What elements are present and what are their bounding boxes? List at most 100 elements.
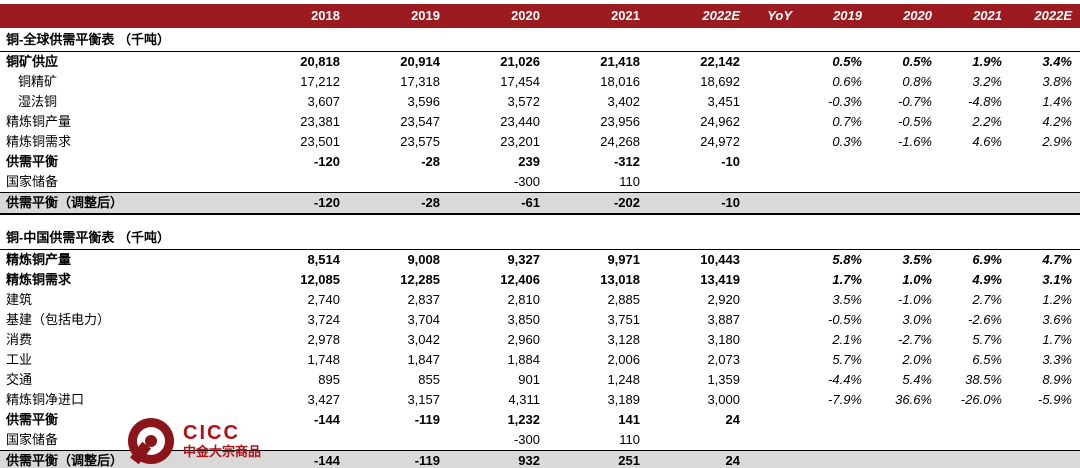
yoy-cell: [800, 152, 870, 172]
yoy-cell: [1010, 450, 1080, 468]
value-cell: 9,971: [607, 252, 640, 267]
yoy-cell: 8.9%: [1042, 372, 1072, 387]
yoy-cell: 3.3%: [1042, 352, 1072, 367]
table-row: 精炼铜产量 23,381 23,547 23,440 23,956 24,962 0.7% -…: [0, 112, 1080, 132]
value-cell: -119: [348, 450, 448, 468]
yoy-gap-cell: [748, 390, 800, 410]
yoy-cell: 2.9%: [1042, 134, 1072, 149]
yoy-cell: [870, 152, 940, 172]
value-cell: -28: [348, 192, 448, 215]
value-cell: 21,418: [600, 54, 640, 69]
value-cell: 9,327: [507, 252, 540, 267]
value-cell: 3,157: [407, 392, 440, 407]
yoy-cell: [870, 410, 940, 430]
value-cell: 3,402: [607, 94, 640, 109]
yoy-gap-cell: [748, 132, 800, 152]
header-yoy-label: YoY: [748, 4, 800, 28]
yoy-cell: [870, 430, 940, 451]
yoy-cell: 3.2%: [972, 74, 1002, 89]
value-cell: [648, 172, 748, 193]
yoy-cell: 6.5%: [972, 352, 1002, 367]
yoy-gap-cell: [748, 192, 800, 215]
value-cell: -312: [613, 154, 640, 169]
value-cell: 24: [725, 412, 740, 427]
row-label: 国家储备: [6, 174, 59, 189]
value-cell: 24,972: [700, 134, 740, 149]
yoy-cell: -0.7%: [898, 94, 932, 109]
header-yoy-year-2021: 2021: [940, 4, 1010, 28]
yoy-gap-cell: [748, 290, 800, 310]
yoy-cell: -0.5%: [828, 312, 862, 327]
value-cell: 2,810: [507, 292, 540, 307]
yoy-cell: -1.0%: [898, 292, 932, 307]
value-cell: 23,956: [600, 114, 640, 129]
table-row: 基建（包括电力） 3,724 3,704 3,850 3,751 3,887 -0.5% 3.…: [0, 310, 1080, 330]
value-cell: 12,285: [400, 272, 440, 287]
table-row: 消费 2,978 3,042 2,960 3,128 3,180 2.1% -2.7% 5.7%…: [0, 330, 1080, 350]
value-cell: 3,180: [707, 332, 740, 347]
value-cell: [348, 172, 448, 193]
value-cell: 17,454: [500, 74, 540, 89]
yoy-cell: 5.7%: [832, 352, 862, 367]
yoy-cell: -1.6%: [898, 134, 932, 149]
value-cell: 1,359: [707, 372, 740, 387]
yoy-cell: [1010, 152, 1080, 172]
value-cell: [248, 172, 348, 193]
logo-mark-gap: [130, 441, 151, 465]
yoy-cell: 1.9%: [972, 54, 1002, 69]
value-cell: 2,073: [707, 352, 740, 367]
row-label: 消费: [6, 332, 33, 347]
yoy-cell: 1.4%: [1042, 94, 1072, 109]
yoy-gap-cell: [748, 450, 800, 468]
yoy-cell: -2.6%: [968, 312, 1002, 327]
table-row: 国家储备 -300 110: [0, 172, 1080, 193]
value-cell: 2,837: [407, 292, 440, 307]
value-cell: 17,318: [400, 74, 440, 89]
yoy-cell: [1010, 172, 1080, 193]
header-yoy-year-2020: 2020: [870, 4, 940, 28]
value-cell: 13,018: [600, 272, 640, 287]
yoy-cell: -26.0%: [960, 392, 1002, 407]
yoy-cell: 4.7%: [1042, 252, 1072, 267]
value-cell: 20,914: [400, 54, 440, 69]
yoy-cell: [940, 172, 1010, 193]
yoy-gap-cell: [748, 152, 800, 172]
yoy-cell: [800, 450, 870, 468]
table-row: 供需平衡 -144 -119 1,232 141 24: [0, 410, 1080, 430]
value-cell: 2,006: [607, 352, 640, 367]
value-cell: 3,572: [507, 94, 540, 109]
value-cell: 1,748: [307, 352, 340, 367]
table-row: 工业 1,748 1,847 1,884 2,006 2,073 5.7% 2.0% 6.5% 3…: [0, 350, 1080, 370]
yoy-cell: -7.9%: [828, 392, 862, 407]
value-cell: 3,000: [707, 392, 740, 407]
row-label: 精炼铜需求: [6, 134, 72, 149]
yoy-gap-cell: [748, 330, 800, 350]
yoy-cell: 2.1%: [832, 332, 862, 347]
table-body: 铜-全球供需平衡表 （千吨） 铜矿供应 20,818 20,914 21,026 21,4…: [0, 28, 1080, 468]
yoy-cell: 4.9%: [972, 272, 1002, 287]
value-cell: 24,962: [700, 114, 740, 129]
yoy-cell: [940, 410, 1010, 430]
value-cell: 3,596: [407, 94, 440, 109]
yoy-gap-cell: [748, 112, 800, 132]
value-cell: [348, 430, 448, 451]
value-cell: 20,818: [300, 54, 340, 69]
yoy-cell: [800, 192, 870, 215]
header-yoy-year-2019: 2019: [800, 4, 870, 28]
row-label: 精炼铜净进口: [6, 392, 85, 407]
table-row: 精炼铜净进口 3,427 3,157 4,311 3,189 3,000 -7.9% 36.6…: [0, 390, 1080, 410]
value-cell: 23,440: [500, 114, 540, 129]
value-cell: [248, 430, 348, 451]
header-year-2019: 2019: [348, 4, 448, 28]
value-cell: 3,724: [307, 312, 340, 327]
yoy-cell: [870, 450, 940, 468]
value-cell: 12,085: [300, 272, 340, 287]
value-cell: 13,419: [700, 272, 740, 287]
yoy-cell: 0.5%: [902, 54, 932, 69]
table-row: 精炼铜需求 23,501 23,575 23,201 24,268 24,972 0.3% -…: [0, 132, 1080, 152]
yoy-cell: 3.5%: [832, 292, 862, 307]
row-label: 精炼铜产量: [6, 114, 72, 129]
yoy-cell: 3.0%: [902, 312, 932, 327]
value-cell: 23,381: [300, 114, 340, 129]
